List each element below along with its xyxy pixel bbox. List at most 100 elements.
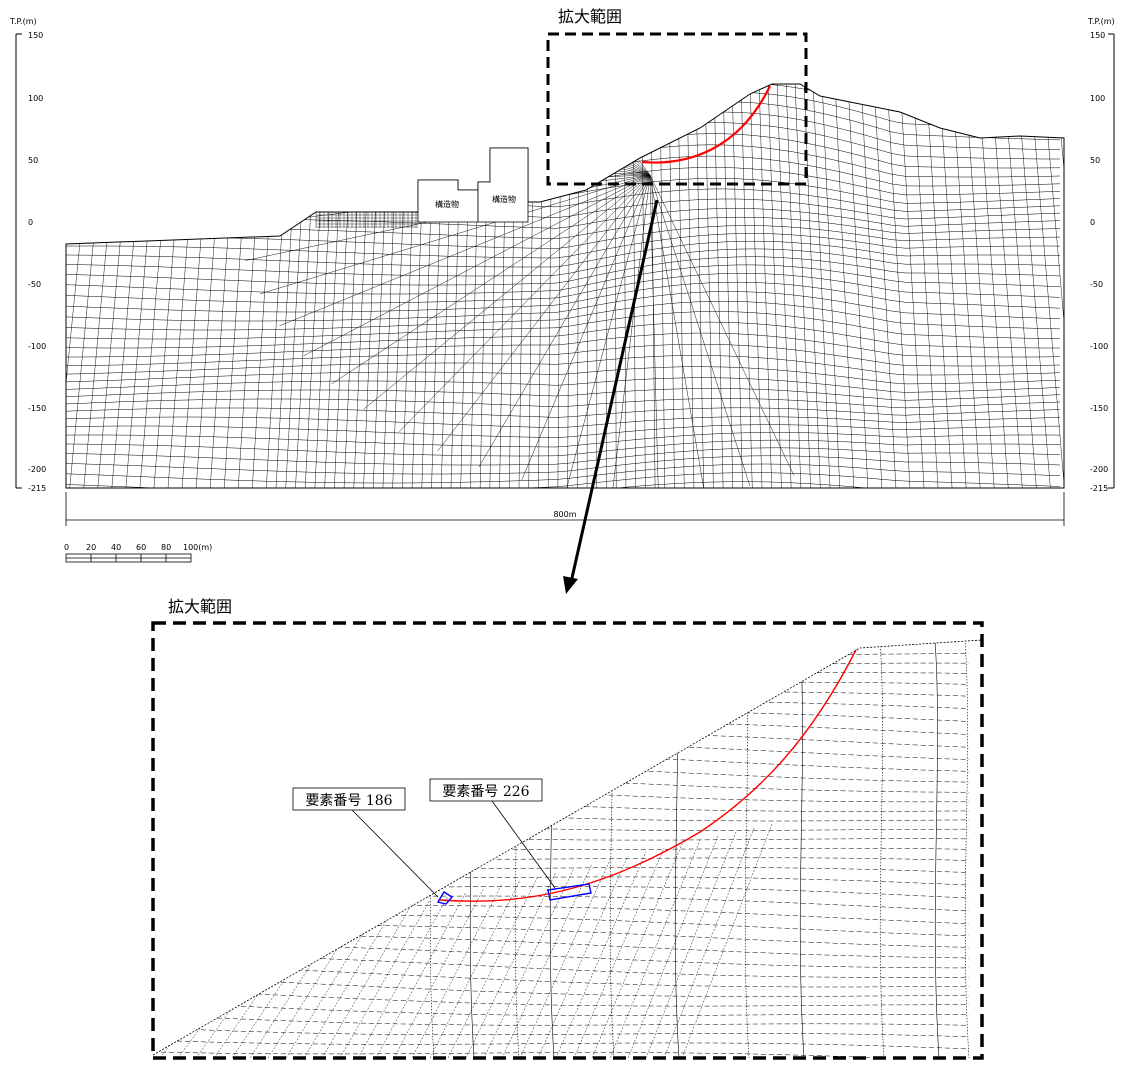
mesh-column-line <box>295 80 318 488</box>
width-dimension: 800m <box>66 492 1064 526</box>
detail-layer-line <box>153 730 969 747</box>
detail-layer-line <box>153 778 969 802</box>
mesh-fan-line <box>650 175 750 486</box>
detail-layer-line <box>153 839 969 850</box>
detail-mesh <box>153 636 969 1061</box>
detail-column-line <box>430 640 434 1058</box>
structure-left-label: 構造物 <box>435 199 459 209</box>
mesh-column-line <box>98 80 135 488</box>
mesh-layer-line <box>66 301 1060 330</box>
detail-column-line <box>880 640 884 1058</box>
detail-layer-line <box>153 925 969 948</box>
detail-fan-line <box>430 880 520 1058</box>
mesh-layer-line <box>66 226 1060 249</box>
mesh-column-line <box>577 80 579 488</box>
mesh-fan-line <box>236 121 650 175</box>
mesh-column-line <box>480 80 489 488</box>
detail-layer-line <box>153 768 969 792</box>
detail-layer-line <box>153 721 969 735</box>
mesh-column-line <box>305 80 327 488</box>
mesh-column-line <box>705 80 713 488</box>
scale-bar: 0 20 40 60 80 100(m) <box>64 543 212 562</box>
element-186-highlight <box>438 892 452 904</box>
detail-region-box <box>153 623 982 1058</box>
mesh-column-line <box>500 80 507 488</box>
mesh-layer-line <box>66 234 1060 259</box>
mesh-column-line <box>714 80 723 488</box>
right-tick-label: -215 <box>1090 484 1108 493</box>
mesh-column-line <box>154 80 187 488</box>
mesh-column-line <box>224 80 252 488</box>
mesh-layer-line <box>66 199 1060 219</box>
right-tick-label: 50 <box>1090 156 1100 165</box>
mesh-fan-line <box>650 175 704 492</box>
mesh-fan-line <box>246 87 650 175</box>
mesh-column-line <box>383 80 399 488</box>
mesh-column-line <box>461 80 471 488</box>
detail-layer-line <box>153 789 969 811</box>
mesh-layer-line <box>66 58 1060 97</box>
detail-layer-line <box>153 1002 969 1016</box>
mesh-layer-line <box>66 156 1060 186</box>
mesh-column-line <box>1017 80 1050 488</box>
detail-fan-line <box>682 824 772 1058</box>
scale-label: 100(m) <box>183 543 212 552</box>
detail-fan-line <box>322 904 412 1058</box>
left-axis: T.P.(m) 150 100 50 0 -50 -100 -150 -200 … <box>9 17 46 493</box>
right-tick-label: -150 <box>1090 404 1108 413</box>
mesh-column-line <box>276 80 300 488</box>
mesh-column-line <box>112 80 148 488</box>
mesh-layer-line <box>66 448 1060 465</box>
mesh-column-line <box>42 80 83 488</box>
mesh-column-line <box>402 80 417 488</box>
slip-surface-detail <box>440 650 856 901</box>
detail-layer-line <box>153 1028 969 1037</box>
mesh-layer-line <box>66 464 1060 483</box>
left-tick-label: 100 <box>28 94 43 103</box>
detail-title: 拡大範囲 <box>168 597 232 616</box>
detail-fan-line <box>250 920 340 1058</box>
mesh-layer-line <box>66 167 1060 195</box>
mesh-column-line <box>363 80 381 488</box>
mesh-column-line <box>696 80 704 488</box>
right-axis-unit: T.P.(m) <box>1087 17 1115 26</box>
mesh-layer-line <box>66 282 1060 312</box>
detail-layer-line <box>153 989 969 1006</box>
detail-fan-line <box>592 844 682 1058</box>
mesh-layer-line <box>66 92 1060 132</box>
mesh-column-line <box>422 80 435 488</box>
mesh-column-line <box>126 80 161 488</box>
detail-layer-line <box>153 876 969 885</box>
mesh-layer-line <box>66 66 1060 106</box>
mesh-column-line <box>538 80 543 488</box>
mesh-layer-line <box>66 312 1060 340</box>
detail-fan-line <box>268 916 358 1058</box>
detail-layer-line <box>153 636 969 655</box>
left-tick-label: -200 <box>28 465 46 474</box>
detail-fan-line <box>196 932 286 1058</box>
right-axis: T.P.(m) 150 100 50 0 -50 -100 -150 -200 … <box>1087 17 1115 493</box>
mesh-layer-line <box>66 123 1060 159</box>
detail-fan-line <box>610 840 700 1058</box>
left-tick-label: -150 <box>28 404 46 413</box>
detail-fan-line <box>412 884 502 1058</box>
mesh-column-line <box>441 80 453 488</box>
detail-layer-line <box>153 688 969 697</box>
detail-column-line <box>800 640 804 1058</box>
mesh-layer-line <box>66 292 1060 322</box>
detail-column-line <box>470 640 474 1058</box>
detail-layer-line <box>153 906 969 924</box>
detail-fan-line <box>664 828 754 1058</box>
detail-layer-line <box>153 1015 969 1025</box>
mesh-column-line <box>1030 80 1064 488</box>
left-tick-label: 150 <box>28 31 43 40</box>
overview-cross-section: 構造物 構造物 拡大範囲 T.P.(m) 150 100 50 0 -50 -1… <box>9 0 1115 562</box>
mesh-layer-line <box>66 112 1060 150</box>
mesh-column-line <box>490 80 498 488</box>
right-tick-label: 150 <box>1090 31 1105 40</box>
detail-layer-line <box>153 954 969 977</box>
zoom-arrow <box>563 200 657 594</box>
callout-element-226: 要素番号 226 <box>430 779 555 888</box>
detail-layer-line <box>153 801 969 822</box>
